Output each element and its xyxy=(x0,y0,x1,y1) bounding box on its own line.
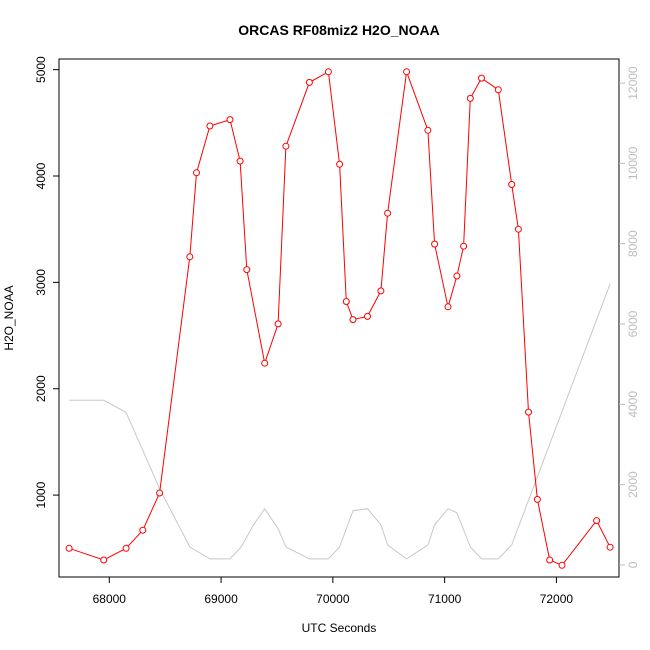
data-point xyxy=(384,209,392,217)
data-point xyxy=(525,408,532,416)
chart-title: ORCAS RF08miz2 H2O_NOAA xyxy=(238,22,440,38)
y-right-tick-label: 4000 xyxy=(626,391,640,418)
left-series-layer xyxy=(65,68,614,569)
y-right-tick-label: 8000 xyxy=(626,230,640,257)
data-point xyxy=(282,142,290,150)
data-point xyxy=(342,298,350,305)
data-point xyxy=(100,556,108,564)
y-tick-label: 2000 xyxy=(34,375,48,402)
y-tick-label: 3000 xyxy=(34,269,48,296)
data-point xyxy=(186,253,194,261)
data-point xyxy=(403,68,411,76)
data-point xyxy=(533,495,541,503)
data-point xyxy=(424,126,432,134)
y-right-tick-label: 0 xyxy=(626,561,640,568)
data-point xyxy=(193,169,200,177)
data-point xyxy=(305,78,313,86)
data-point xyxy=(377,287,385,295)
y-axis-label: H2O_NOAA xyxy=(2,285,16,350)
data-point xyxy=(593,517,601,525)
y-right-tick-label: 6000 xyxy=(626,310,640,337)
data-point xyxy=(261,359,269,367)
data-point xyxy=(349,316,357,324)
x-axis: 68000 69000 70000 71000 72000 xyxy=(93,577,574,606)
data-point xyxy=(558,561,566,569)
data-point xyxy=(236,157,244,165)
x-tick-label: 72000 xyxy=(540,592,574,606)
y-tick-label: 1000 xyxy=(34,481,48,508)
series-right-line xyxy=(69,283,611,560)
data-point xyxy=(364,312,371,320)
data-point xyxy=(206,122,214,130)
data-point xyxy=(546,556,554,564)
data-point xyxy=(336,160,344,168)
y-right-tick-label: 2000 xyxy=(626,471,640,498)
data-point xyxy=(460,242,468,250)
data-point xyxy=(139,526,147,534)
right-series-layer xyxy=(69,283,611,560)
data-point xyxy=(324,68,332,76)
x-axis-label: UTC Seconds xyxy=(302,621,377,635)
data-point xyxy=(478,74,485,82)
y-right-tick-label: 10000 xyxy=(626,146,640,180)
y-axis-right: 0 2000 4000 6000 8000 10000 12000 xyxy=(619,66,640,568)
data-point xyxy=(466,94,474,102)
data-point xyxy=(226,116,234,124)
data-point xyxy=(431,240,439,248)
data-point xyxy=(274,320,282,328)
data-point xyxy=(65,544,73,552)
y-tick-label: 5000 xyxy=(34,56,48,83)
y-tick-label: 4000 xyxy=(34,162,48,189)
data-point xyxy=(494,86,502,94)
data-point xyxy=(514,225,522,233)
data-point xyxy=(453,272,461,280)
x-tick-label: 71000 xyxy=(428,592,462,606)
data-point xyxy=(606,543,614,551)
data-point xyxy=(122,544,130,552)
data-point xyxy=(243,266,251,274)
data-point xyxy=(444,303,452,311)
x-tick-label: 69000 xyxy=(204,592,238,606)
y-right-tick-label: 12000 xyxy=(626,66,640,100)
plot-area-frame xyxy=(58,58,620,578)
x-tick-label: 70000 xyxy=(316,592,350,606)
x-tick-label: 68000 xyxy=(93,592,127,606)
y-axis-left: 1000 2000 3000 4000 5000 xyxy=(34,56,59,508)
data-point xyxy=(156,489,164,497)
data-point xyxy=(508,181,516,188)
